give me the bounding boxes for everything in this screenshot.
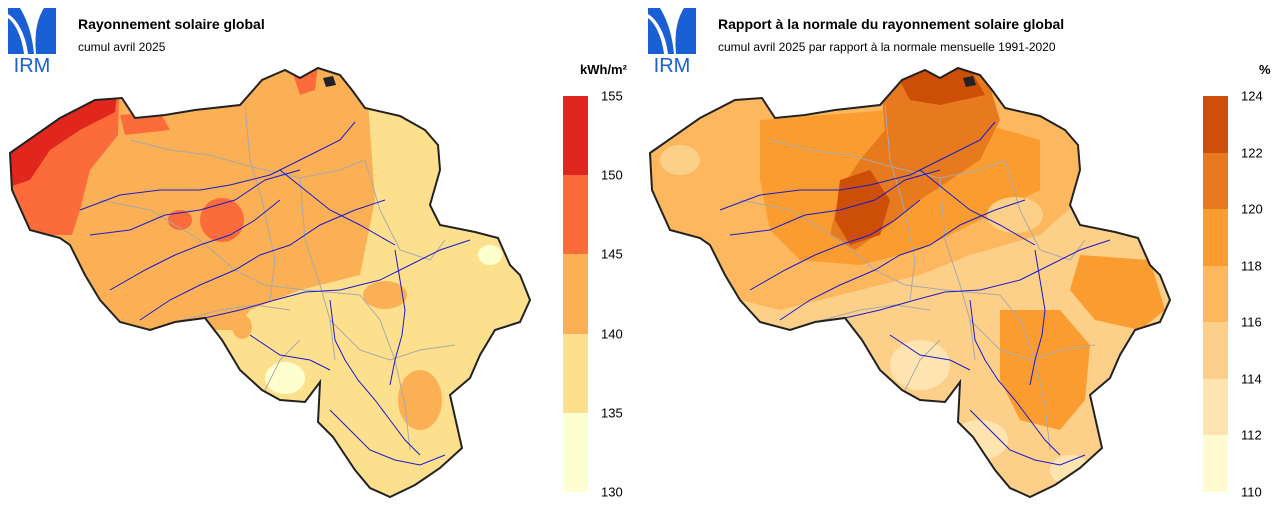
province-boundaries xyxy=(99,104,456,451)
baarle-enclave xyxy=(963,76,976,87)
legend-tick-label: 155 xyxy=(601,88,623,104)
solar-radiation-panel: IRM Rayonnement solaire global cumul avr… xyxy=(8,8,627,500)
legend-swatch xyxy=(563,96,588,176)
legend-swatch xyxy=(563,333,588,413)
river-network xyxy=(79,121,471,466)
legend-tick-label: 140 xyxy=(601,326,623,342)
legend-tick-label: 120 xyxy=(1241,201,1263,217)
map-subtitle: cumul avril 2025 xyxy=(78,40,166,54)
legend-tick-label: 118 xyxy=(1241,258,1262,274)
legend-tick-label: 116 xyxy=(1241,314,1262,330)
belgium-border xyxy=(648,66,1172,499)
svg-text:IRM: IRM xyxy=(654,55,691,74)
legend-tick-label: 135 xyxy=(601,405,623,421)
color-legend: 155 150 145 140 135 130 xyxy=(563,89,623,500)
legend-tick-label: 114 xyxy=(1241,371,1262,387)
river-network xyxy=(719,121,1111,466)
map-subtitle: cumul avril 2025 par rapport à la normal… xyxy=(718,40,1056,54)
legend-swatch xyxy=(563,412,588,492)
legend-swatch xyxy=(1203,209,1228,266)
svg-text:IRM: IRM xyxy=(14,55,51,74)
legend-tick-label: 110 xyxy=(1241,484,1262,500)
map-title: Rapport à la normale du rayonnement sola… xyxy=(718,16,1065,32)
belgium-border xyxy=(8,66,532,499)
legend-tick-label: 145 xyxy=(601,246,623,262)
legend-swatch xyxy=(1203,152,1228,210)
belgium-ratio-map xyxy=(648,66,1172,499)
map-title: Rayonnement solaire global xyxy=(78,16,265,32)
legend-swatch xyxy=(563,175,588,255)
legend-unit: kWh/m² xyxy=(580,62,627,77)
legend-tick-label: 112 xyxy=(1241,427,1262,443)
legend-swatch xyxy=(1203,435,1228,492)
irm-logo: IRM xyxy=(8,8,56,74)
legend-tick-label: 130 xyxy=(601,484,623,500)
legend-unit: % xyxy=(1259,62,1271,77)
baarle-enclave xyxy=(323,76,336,87)
legend-swatch xyxy=(1203,265,1228,323)
radiation-ratio-panel: IRM Rapport à la normale du rayonnement … xyxy=(640,0,1280,507)
legend-swatch xyxy=(1203,322,1228,379)
legend-swatch xyxy=(1203,378,1228,436)
color-legend: 124 122 120 118 116 114 112 110 xyxy=(1203,89,1263,500)
legend-tick-label: 124 xyxy=(1241,88,1263,104)
belgium-radiation-map xyxy=(8,66,532,499)
legend-swatch xyxy=(1203,96,1228,153)
legend-tick-label: 122 xyxy=(1241,145,1263,161)
legend-swatch xyxy=(563,254,588,334)
legend-tick-label: 150 xyxy=(601,167,623,183)
irm-logo: IRM xyxy=(648,8,696,74)
